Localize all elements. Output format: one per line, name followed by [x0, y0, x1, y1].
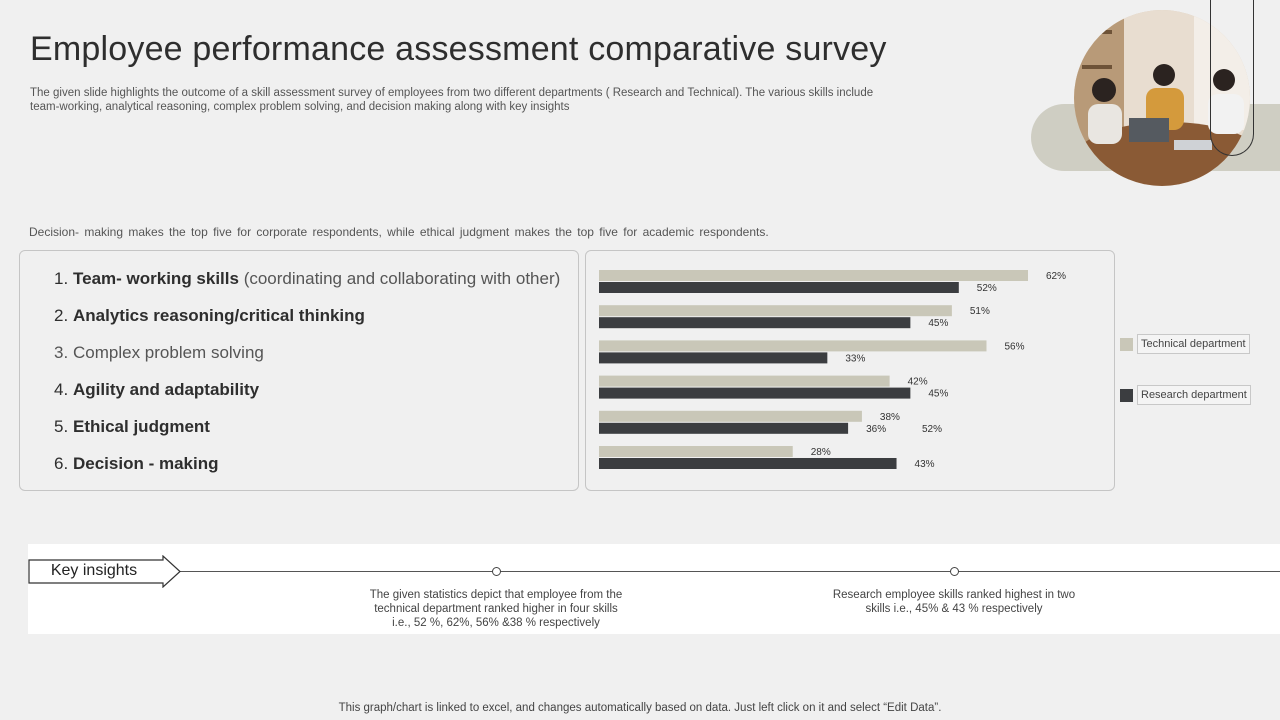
skill-item: 1. Team- working skills (coordinating and…	[54, 269, 560, 306]
data-label: 51%	[970, 306, 990, 317]
key-insights-label: Key insights	[50, 562, 138, 579]
skill-item: 3. Complex problem solving	[54, 343, 560, 380]
timeline-dot	[950, 567, 959, 576]
skill-number: 5.	[54, 417, 69, 436]
insight-text: The given statistics depict that employe…	[369, 589, 623, 629]
footer-note: This graph/chart is linked to excel, and…	[338, 702, 942, 714]
insights-band	[28, 544, 1280, 634]
insight-text: Research employee skills ranked highest …	[832, 589, 1076, 615]
skill-item: 4. Agility and adaptability	[54, 380, 560, 417]
bar-research	[599, 352, 828, 364]
data-label: 33%	[845, 353, 865, 364]
skill-name: Complex problem solving	[73, 343, 264, 362]
bar-research	[599, 317, 911, 329]
skills-list: 1. Team- working skills (coordinating and…	[54, 269, 560, 491]
skill-name: Ethical judgment	[73, 417, 210, 436]
skill-item: 6. Decision - making	[54, 454, 560, 491]
legend-label-research: Research department	[1137, 385, 1251, 405]
bar-technical	[599, 375, 890, 387]
chart-panel	[585, 250, 1115, 491]
legend-swatch-research	[1120, 388, 1133, 402]
skill-number: 6.	[54, 454, 69, 473]
bar-chart: 62%52%51%45%56%33%42%45%38%36%28%43%52%	[599, 270, 1066, 470]
legend-swatch-technical	[1120, 337, 1133, 351]
skill-detail: (coordinating and collaborating with oth…	[238, 269, 561, 288]
page-title: Employee performance assessment comparat…	[30, 30, 887, 68]
bar-technical	[599, 270, 1028, 281]
data-label: 45%	[928, 318, 948, 329]
data-label: 38%	[880, 412, 900, 423]
skill-name: Analytics reasoning/critical thinking	[73, 306, 365, 325]
data-label: 62%	[1046, 271, 1066, 282]
skill-name: Decision - making	[73, 454, 219, 473]
page-subtitle: The given slide highlights the outcome o…	[30, 87, 874, 113]
legend-label-technical: Technical department	[1137, 334, 1250, 354]
skill-name: Team- working skills	[73, 269, 239, 288]
legend-item-research: Research department	[1120, 385, 1251, 405]
legend-item-technical: Technical department	[1120, 334, 1250, 354]
bar-research	[599, 422, 849, 434]
skills-panel: 1. Team- working skills (coordinating and…	[19, 250, 579, 491]
data-label: 52%	[977, 283, 997, 294]
decorative-ring	[1210, 0, 1254, 156]
bar-research	[599, 387, 911, 399]
bar-research	[599, 282, 959, 293]
bar-research	[599, 458, 897, 469]
data-label-extra: 52%	[922, 424, 942, 435]
bar-technical	[599, 410, 862, 422]
skill-number: 3.	[54, 343, 69, 362]
key-insights-arrow-icon	[28, 555, 181, 588]
data-label: 36%	[866, 424, 886, 435]
skill-item: 5. Ethical judgment	[54, 417, 560, 454]
skill-number: 1.	[54, 269, 69, 288]
data-label: 28%	[811, 447, 831, 458]
data-label: 42%	[908, 377, 928, 388]
skill-number: 4.	[54, 380, 69, 399]
bar-technical	[599, 340, 987, 352]
skill-number: 2.	[54, 306, 69, 325]
note-text: Decision- making makes the top five for …	[29, 225, 769, 239]
skill-item: 2. Analytics reasoning/critical thinking	[54, 306, 560, 343]
bar-technical	[599, 446, 793, 457]
insights-timeline	[180, 571, 1280, 572]
data-label: 56%	[1004, 341, 1024, 352]
data-label: 43%	[915, 459, 935, 470]
data-label: 45%	[928, 389, 948, 400]
timeline-dot	[492, 567, 501, 576]
bar-technical	[599, 305, 952, 317]
skill-name: Agility and adaptability	[73, 380, 260, 399]
